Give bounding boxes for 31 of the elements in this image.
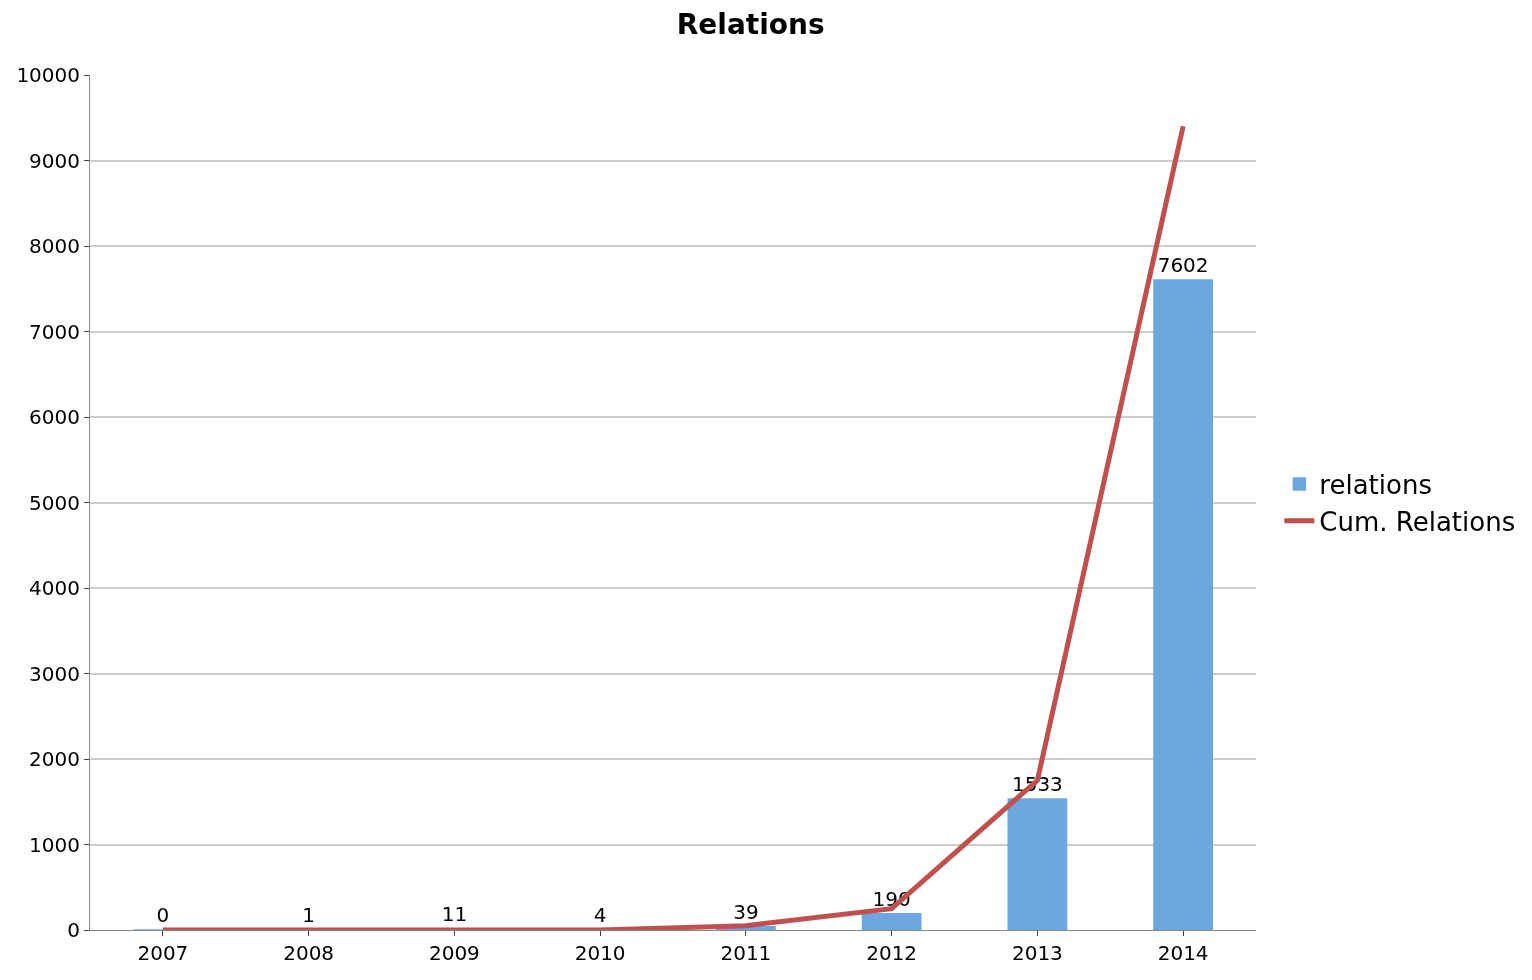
y-tick-label: 7000 — [29, 319, 80, 344]
x-tick-label: 2009 — [428, 941, 480, 965]
y-tick-label: 3000 — [29, 661, 80, 686]
data-label: 11 — [441, 902, 468, 927]
y-tick-label: 8000 — [29, 234, 80, 258]
x-tick-label: 2012 — [866, 941, 918, 965]
data-label: 39 — [733, 899, 759, 924]
bar — [1153, 279, 1214, 930]
y-tick-label: 9000 — [29, 148, 80, 173]
y-tick-label: 2000 — [29, 747, 80, 771]
legend-label: relations — [1319, 470, 1432, 501]
x-tick-label: 2013 — [1011, 941, 1063, 965]
y-tick-label: 4000 — [29, 576, 80, 600]
y-tick-label: 10000 — [16, 63, 80, 87]
data-label: 1 — [302, 902, 315, 927]
legend-label: Cum. Relations — [1319, 506, 1516, 537]
data-label: 4 — [593, 902, 607, 927]
x-tick-label: 2007 — [137, 941, 189, 965]
chart-title: Relations — [676, 8, 825, 42]
y-tick-label: 6000 — [29, 405, 80, 429]
x-tick-label: 2011 — [720, 941, 772, 965]
y-tick-label: 5000 — [29, 490, 80, 515]
x-tick-label: 2008 — [283, 941, 335, 965]
data-label: 0 — [156, 903, 170, 927]
x-tick-label: 2014 — [1157, 941, 1209, 965]
bar — [861, 913, 922, 930]
x-tick-label: 2010 — [574, 941, 626, 965]
bar — [1007, 798, 1068, 930]
y-tick-label: 1000 — [29, 832, 80, 857]
data-label: 7602 — [1157, 253, 1209, 278]
y-tick-label: 0 — [67, 918, 80, 942]
